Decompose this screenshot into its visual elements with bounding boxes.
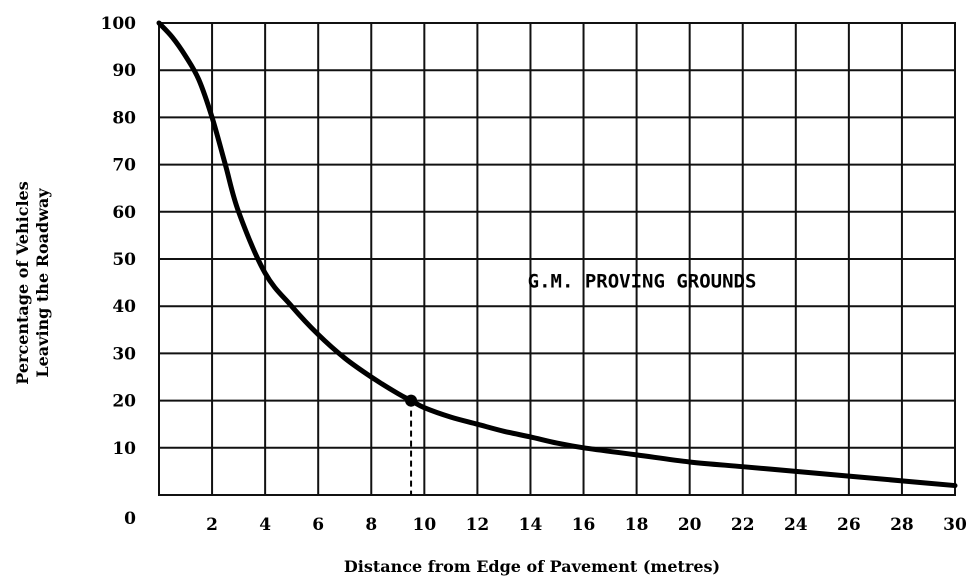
x-tick-label: 28 (890, 515, 914, 535)
y-tick-label: 60 (112, 203, 136, 223)
x-tick-label: 8 (365, 515, 377, 535)
x-axis-label: Distance from Edge of Pavement (metres) (344, 557, 720, 576)
y-tick-label: 70 (112, 156, 136, 176)
x-tick-label: 26 (837, 515, 861, 535)
x-tick-label: 20 (678, 515, 702, 535)
x-tick-label: 24 (784, 515, 808, 535)
x-tick-label: 18 (625, 515, 649, 535)
y-axis-label: Percentage of Vehicles Leaving the Roadw… (13, 181, 52, 384)
x-tick-label: 30 (943, 515, 967, 535)
x-tick-label: 12 (466, 515, 490, 535)
series-line (156, 20, 958, 489)
annotation-label: G.M. PROVING GROUNDS (528, 271, 757, 293)
x-tick-label: 16 (572, 515, 596, 535)
y-axis-label-line1: Percentage of Vehicles (13, 181, 32, 384)
y-tick-label: 90 (112, 61, 136, 81)
y-axis-ticks: 0 10 20 30 40 50 60 70 80 90 100 (101, 14, 137, 529)
x-tick-label: 14 (519, 515, 543, 535)
y-tick-label: 50 (112, 250, 136, 270)
y-tick-label: 10 (112, 439, 136, 459)
plot-frame (158, 22, 956, 496)
x-tick-label: 6 (312, 515, 324, 535)
y-tick-label: 20 (112, 392, 136, 412)
highlight-point (405, 394, 418, 407)
y-tick-label: 30 (112, 344, 136, 364)
x-tick-label: 2 (206, 515, 218, 535)
grid (159, 23, 955, 495)
x-axis-ticks: 2 4 6 8 10 12 14 16 18 20 22 24 26 28 30 (206, 515, 967, 535)
y-tick-label: 80 (112, 108, 136, 128)
y-tick-label: 100 (101, 14, 137, 34)
x-tick-label: 22 (731, 515, 755, 535)
x-tick-label: 4 (259, 515, 271, 535)
y-tick-label: 40 (112, 297, 136, 317)
y-tick-label: 0 (124, 509, 136, 529)
x-tick-label: 10 (412, 515, 436, 535)
y-axis-label-line2: Leaving the Roadway (33, 188, 52, 378)
